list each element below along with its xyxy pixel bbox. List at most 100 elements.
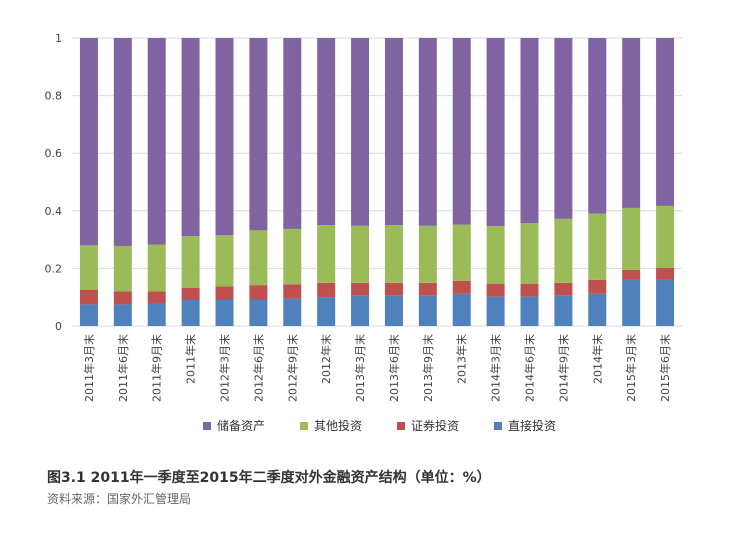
bar-segment bbox=[215, 299, 234, 326]
legend-swatch bbox=[494, 422, 502, 430]
x-tick-label: 2013年9月末 bbox=[421, 334, 435, 402]
x-tick-label: 2012年9月末 bbox=[285, 334, 299, 402]
legend-label: 直接投资 bbox=[508, 418, 556, 433]
bar-segment bbox=[452, 280, 471, 294]
bar-segment bbox=[147, 38, 166, 245]
bar-segment bbox=[588, 293, 607, 326]
bar-segment bbox=[656, 279, 675, 326]
bar-segment bbox=[622, 269, 641, 280]
bar-segment bbox=[249, 285, 268, 300]
bar-segment bbox=[384, 38, 403, 226]
bar-segment bbox=[351, 295, 370, 326]
x-tick-label: 2013年3月末 bbox=[353, 334, 367, 402]
bar-segment bbox=[215, 235, 234, 287]
bar-segment bbox=[113, 291, 132, 305]
stacked-bar-chart: 0 0.2 0.4 0.6 0.8 1 2011年3月末 2011年6月末 2011年9月末 2… bbox=[45, 32, 682, 433]
bar-segment bbox=[317, 38, 336, 226]
bar-segment bbox=[215, 38, 234, 236]
legend-label: 储备资产 bbox=[217, 418, 265, 433]
bar-segment bbox=[588, 38, 607, 214]
bar-segment bbox=[418, 225, 437, 283]
bar-segment bbox=[554, 295, 573, 326]
bar-segment bbox=[486, 38, 505, 227]
bar-segment bbox=[486, 226, 505, 284]
x-tick-label: 2014年3月末 bbox=[489, 334, 503, 402]
bar-segment bbox=[520, 296, 539, 326]
bar-segment bbox=[656, 205, 675, 268]
bar-segment bbox=[384, 295, 403, 326]
x-tick-label: 2014年末 bbox=[590, 334, 604, 384]
bar-segment bbox=[181, 38, 200, 237]
legend-label: 证券投资 bbox=[411, 418, 459, 433]
bar-segment bbox=[283, 284, 302, 299]
bar-segment bbox=[588, 213, 607, 280]
bar-segment bbox=[418, 282, 437, 296]
bar-segment bbox=[384, 282, 403, 296]
bar-segment bbox=[181, 236, 200, 288]
x-tick-label: 2012年末 bbox=[319, 334, 333, 384]
bar-segment bbox=[283, 298, 302, 326]
bar-segment bbox=[622, 38, 641, 208]
bar-segment bbox=[520, 38, 539, 224]
bar-segment bbox=[317, 225, 336, 283]
x-tick-label: 2012年6月末 bbox=[251, 334, 265, 402]
bar-segment bbox=[351, 282, 370, 296]
bar-segment bbox=[79, 245, 98, 290]
bar-segment bbox=[452, 224, 471, 281]
gridlines bbox=[72, 37, 682, 327]
bar-segment bbox=[283, 228, 302, 285]
y-tick-label: 1 bbox=[55, 32, 62, 45]
bar-segment bbox=[486, 296, 505, 326]
bar-segment bbox=[181, 299, 200, 326]
bar-segment bbox=[622, 207, 641, 270]
figure-caption-title: 图3.1 2011年一季度至2015年二季度对外金融资产结构（单位：%） bbox=[47, 470, 491, 486]
bar-segment bbox=[181, 287, 200, 300]
legend-label: 其他投资 bbox=[314, 418, 362, 433]
bar-segment bbox=[79, 304, 98, 326]
x-axis-ticks: 2011年3月末 2011年6月末 2011年9月末 2011年末 2012年3月末 20… bbox=[82, 334, 672, 402]
x-tick-label: 2012年3月末 bbox=[218, 334, 232, 402]
bar-segment bbox=[656, 38, 675, 206]
y-axis-ticks: 0 0.2 0.4 0.6 0.8 1 bbox=[45, 32, 63, 333]
bar-segment bbox=[418, 38, 437, 226]
x-tick-label: 2013年6月末 bbox=[387, 334, 401, 402]
bar-segment bbox=[418, 295, 437, 326]
bar-segment bbox=[113, 304, 132, 326]
figure-caption-source: 资料来源：国家外汇管理局 bbox=[47, 492, 192, 506]
legend-swatch bbox=[397, 422, 405, 430]
x-tick-label: 2013年末 bbox=[455, 334, 469, 384]
y-tick-label: 0.4 bbox=[45, 205, 63, 218]
bar-segment bbox=[147, 291, 166, 304]
bar-segment bbox=[147, 303, 166, 326]
bars bbox=[79, 38, 675, 326]
legend-swatch bbox=[300, 422, 308, 430]
y-tick-label: 0 bbox=[55, 320, 62, 333]
bar-segment bbox=[622, 279, 641, 326]
bar-segment bbox=[317, 297, 336, 326]
legend-swatch bbox=[203, 422, 211, 430]
bar-segment bbox=[147, 244, 166, 292]
y-tick-label: 0.8 bbox=[45, 90, 63, 103]
bar-segment bbox=[588, 279, 607, 294]
bar-segment bbox=[79, 38, 98, 246]
x-tick-label: 2011年9月末 bbox=[150, 334, 164, 402]
bar-segment bbox=[79, 290, 98, 305]
y-tick-label: 0.2 bbox=[45, 262, 63, 275]
bar-segment bbox=[452, 293, 471, 326]
bar-segment bbox=[554, 282, 573, 296]
bar-segment bbox=[283, 38, 302, 229]
y-tick-label: 0.6 bbox=[45, 147, 63, 160]
bar-segment bbox=[486, 283, 505, 297]
bar-segment bbox=[249, 299, 268, 326]
bar-segment bbox=[249, 38, 268, 231]
bar-segment bbox=[656, 267, 675, 280]
x-tick-label: 2015年3月末 bbox=[624, 334, 638, 402]
bar-segment bbox=[452, 38, 471, 225]
legend: 储备资产 其他投资 证券投资 直接投资 bbox=[203, 418, 556, 433]
bar-segment bbox=[215, 286, 234, 300]
bar-segment bbox=[351, 225, 370, 283]
bar-segment bbox=[554, 218, 573, 283]
x-tick-label: 2014年6月末 bbox=[523, 334, 537, 402]
x-tick-label: 2015年6月末 bbox=[658, 334, 672, 402]
bar-segment bbox=[384, 225, 403, 283]
